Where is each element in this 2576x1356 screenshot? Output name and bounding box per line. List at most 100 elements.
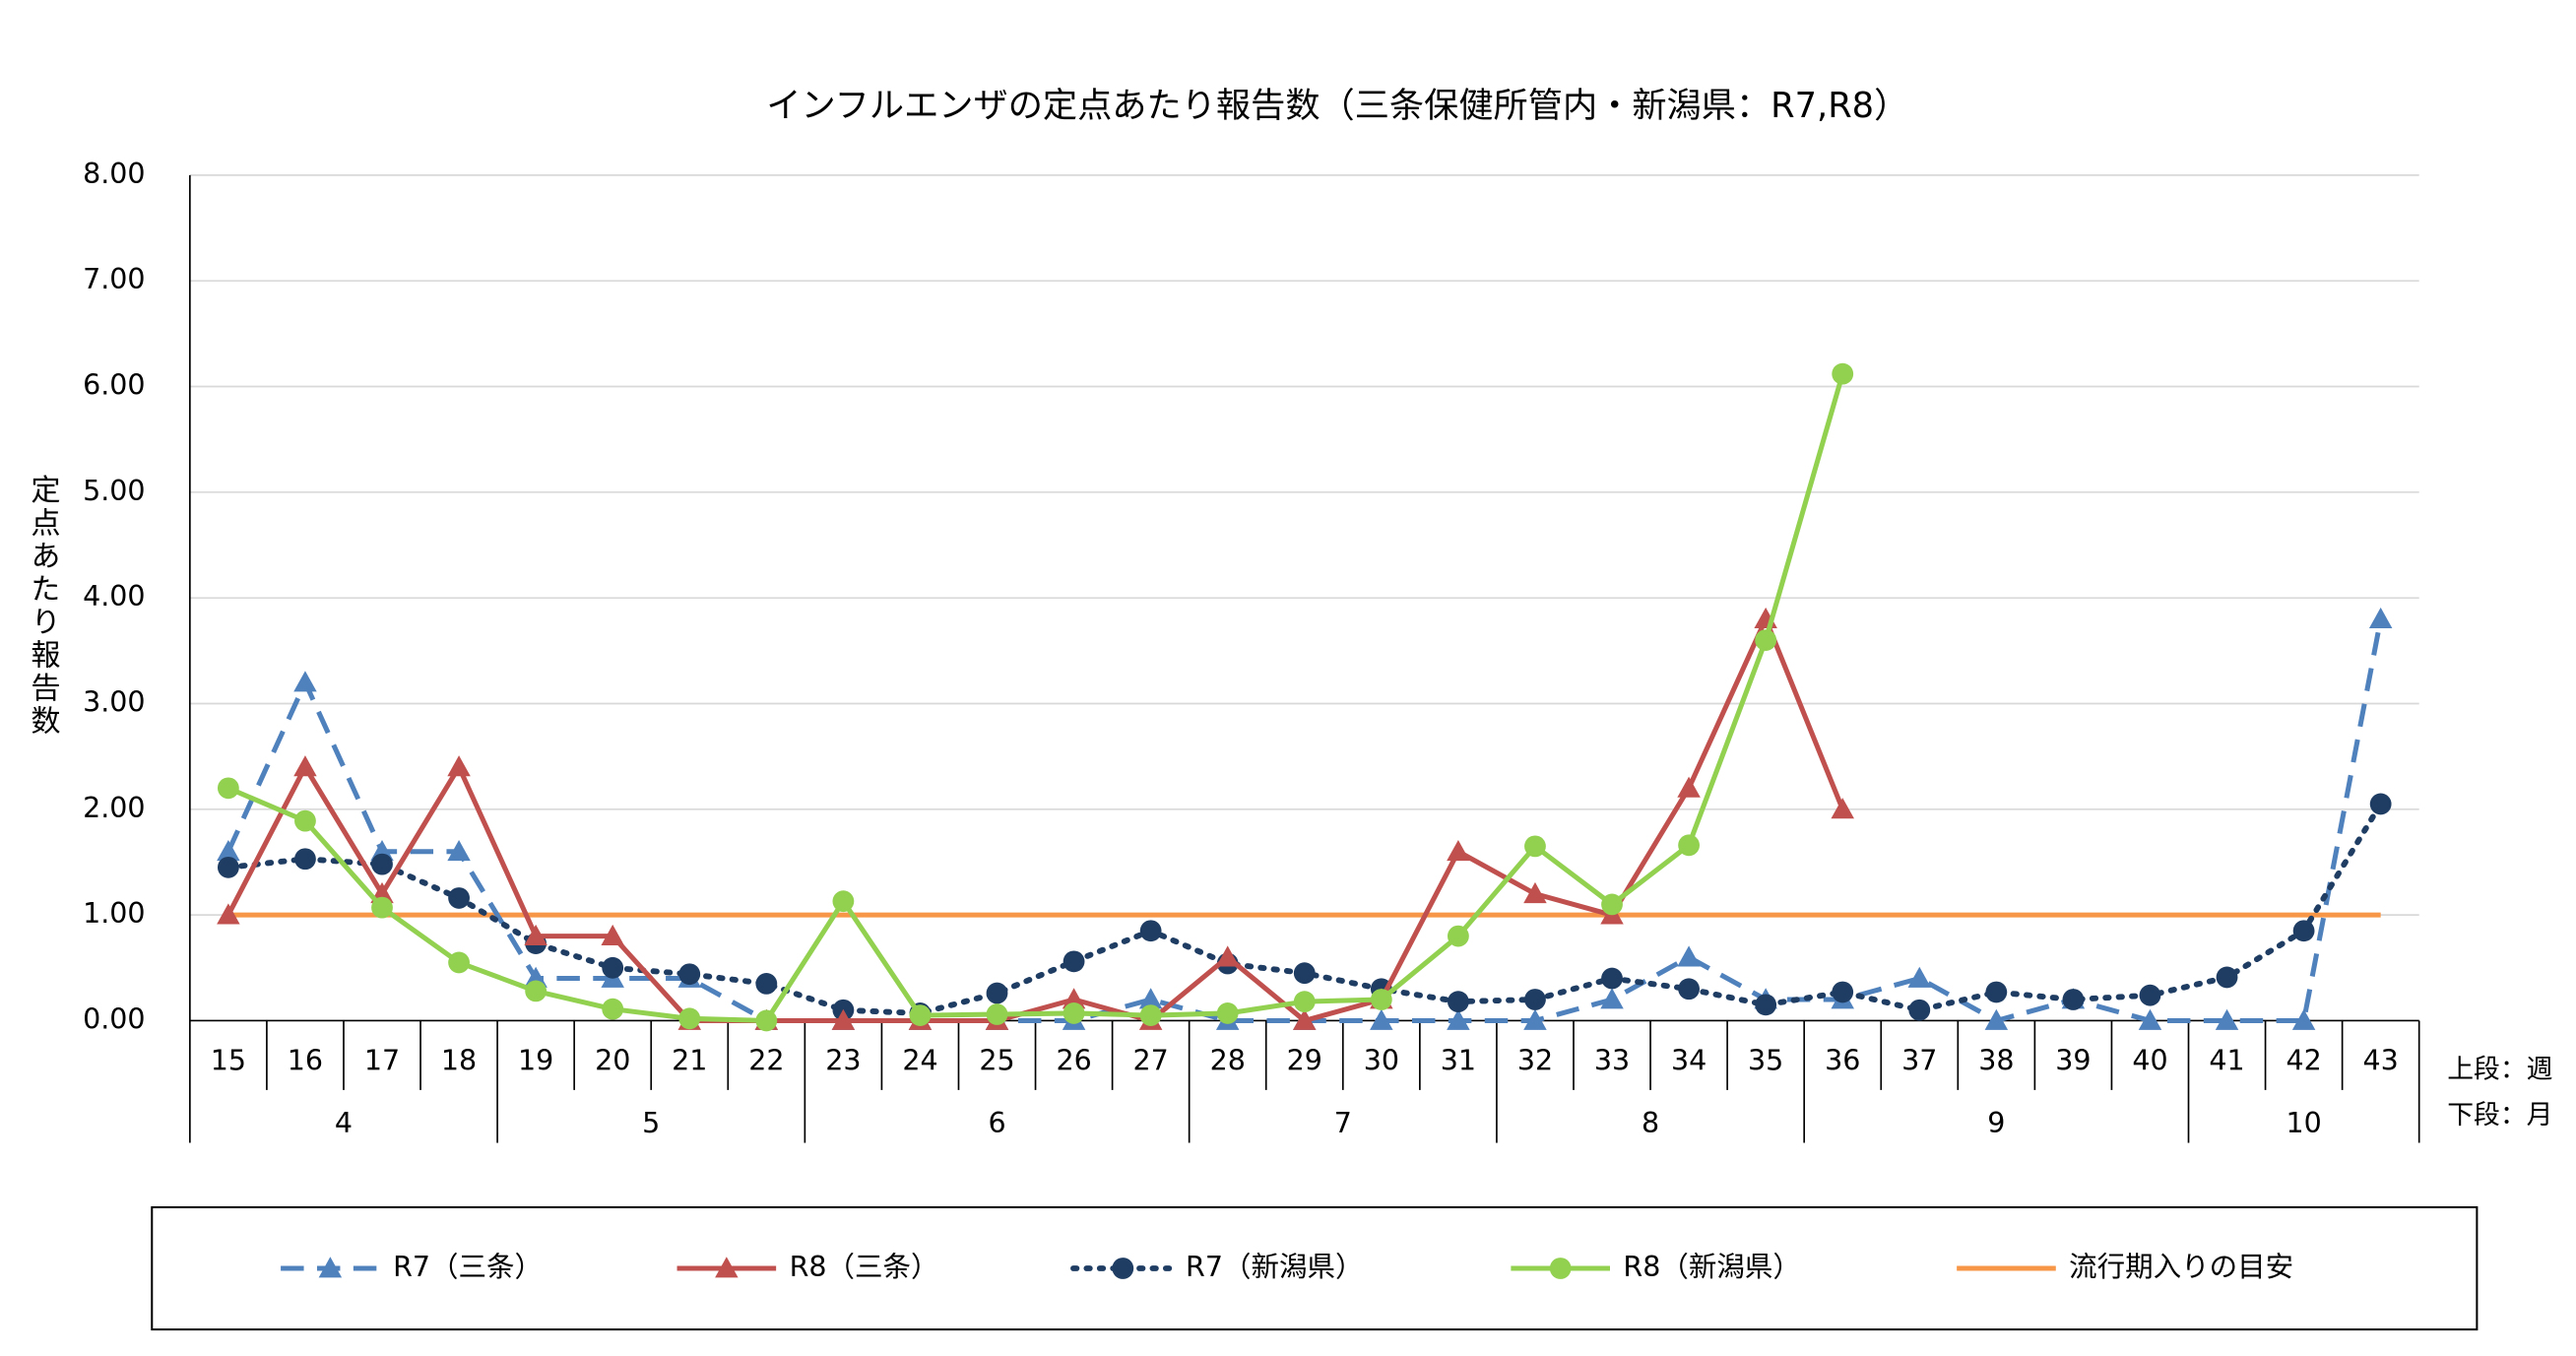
data-point [371, 853, 393, 875]
y-tick-label: 1.00 [83, 897, 145, 930]
legend-box [151, 1205, 2479, 1331]
data-point [1677, 776, 1701, 798]
data-point [448, 887, 470, 909]
legend-label: R8（新潟県） [1623, 1251, 1800, 1283]
data-point [1677, 945, 1701, 967]
x-tick-label: 25 [979, 1044, 1014, 1076]
data-point [448, 951, 470, 974]
data-point [525, 980, 547, 1002]
data-point [755, 1009, 778, 1032]
x-tick-label: 38 [1978, 1044, 2014, 1076]
series-line [225, 613, 1845, 1024]
data-point [1063, 950, 1085, 973]
legend-label: R8（三条） [790, 1251, 939, 1283]
data-point [217, 840, 240, 862]
data-point [2292, 920, 2315, 942]
month-label: 10 [2286, 1107, 2321, 1139]
x-tick-label: 33 [1594, 1044, 1630, 1076]
data-point [217, 856, 239, 878]
legend-marker [318, 1257, 343, 1278]
data-point [1139, 1004, 1162, 1026]
x-tick-label: 24 [902, 1044, 937, 1076]
y-tick-label: 6.00 [83, 369, 145, 402]
data-point [2062, 989, 2085, 1010]
data-point [217, 903, 240, 925]
data-point [1216, 1002, 1239, 1024]
x-tick-label: 26 [1056, 1044, 1091, 1076]
data-point [1755, 994, 1777, 1016]
x-tick-label: 31 [1441, 1044, 1476, 1076]
x-tick-label: 19 [518, 1044, 553, 1076]
x-tick-label: 41 [2209, 1044, 2244, 1076]
x-tick-label: 37 [1901, 1044, 1937, 1076]
x-tick-label: 15 [211, 1044, 246, 1076]
data-point [1678, 834, 1700, 857]
chart-title: インフルエンザの定点あたり報告数（三条保健所管内・新潟県：R7,R8） [766, 86, 1908, 126]
data-point [1524, 835, 1546, 858]
data-point [986, 982, 1008, 1004]
data-point [832, 890, 855, 913]
x-tick-label: 20 [595, 1044, 630, 1076]
data-point [1447, 1008, 1470, 1030]
data-point [1985, 981, 2008, 1003]
data-point [1293, 962, 1316, 985]
data-point [1984, 1008, 2009, 1030]
month-label: 6 [988, 1107, 1005, 1139]
x-tick-label: 28 [1210, 1044, 1246, 1076]
month-label: 9 [1987, 1107, 2005, 1139]
x-tick-label: 42 [2286, 1044, 2321, 1076]
x-tick-label: 18 [441, 1044, 477, 1076]
legend-marker [1112, 1258, 1134, 1279]
data-point [1524, 989, 1546, 1010]
x-tick-label: 34 [1671, 1044, 1707, 1076]
data-point [601, 924, 624, 945]
legend-marker [715, 1257, 739, 1278]
data-point [831, 1008, 856, 1030]
month-label: 8 [1642, 1107, 1659, 1139]
x-tick-label: 35 [1748, 1044, 1783, 1076]
data-point [1215, 945, 1240, 967]
data-point [524, 924, 547, 945]
data-point [1293, 991, 1316, 1013]
data-point [293, 755, 317, 777]
data-point [2139, 984, 2161, 1006]
data-point [2138, 1008, 2162, 1030]
y-tick-label: 2.00 [83, 792, 145, 824]
data-point [293, 671, 317, 692]
x-axis-note: 上段：週 [2447, 1054, 2552, 1084]
x-tick-label: 30 [1364, 1044, 1399, 1076]
data-point [1062, 988, 1086, 1009]
data-point [1678, 978, 1700, 1001]
data-point [1523, 1008, 1547, 1030]
data-point [1832, 981, 1854, 1003]
data-point [755, 972, 778, 995]
month-label: 4 [335, 1107, 353, 1139]
x-tick-label: 16 [288, 1044, 323, 1076]
y-tick-label: 0.00 [83, 1002, 145, 1035]
data-point [1907, 966, 1932, 988]
data-point [294, 809, 316, 832]
y-axis-label: 定点あたり報告数 [25, 474, 59, 739]
month-label: 5 [642, 1107, 660, 1139]
data-point [1600, 988, 1624, 1009]
data-point [217, 777, 239, 800]
legend-marker [1549, 1258, 1572, 1279]
legend-label: R7（新潟県） [1186, 1251, 1363, 1283]
data-point [371, 896, 393, 919]
data-point [447, 755, 471, 777]
data-point [1447, 991, 1469, 1013]
x-tick-label: 40 [2132, 1044, 2167, 1076]
data-point [986, 1003, 1008, 1025]
legend-label: R7（三条） [393, 1251, 543, 1283]
x-tick-label: 23 [825, 1044, 861, 1076]
data-point [1832, 362, 1854, 385]
y-tick-label: 4.00 [83, 580, 145, 613]
data-point [1447, 925, 1469, 947]
data-point [447, 840, 471, 862]
data-point [2368, 607, 2393, 629]
x-tick-label: 21 [672, 1044, 707, 1076]
x-tick-label: 32 [1517, 1044, 1553, 1076]
x-tick-label: 36 [1825, 1044, 1860, 1076]
